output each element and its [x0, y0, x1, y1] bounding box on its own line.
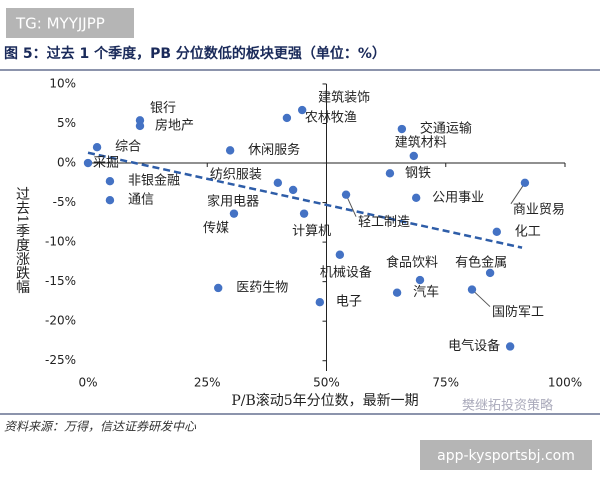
point: [299, 209, 309, 218]
point-label: 非银金融: [128, 173, 180, 189]
point-label: 建筑材料: [395, 134, 447, 150]
x-tick-label: 25%: [194, 376, 221, 390]
point: [467, 285, 477, 294]
point-label: 公用事业: [432, 190, 484, 205]
tag-box: [6, 8, 134, 38]
point-label: 交通运输: [420, 121, 472, 137]
point-label: 采掘: [93, 156, 119, 171]
point: [297, 105, 307, 115]
point-label: 轻工制造: [358, 215, 410, 230]
point: [105, 177, 115, 186]
point: [335, 250, 345, 259]
point-label: 综合: [115, 140, 141, 155]
x-axis-label: P/B滚动5年分位数，最新一期: [231, 392, 418, 409]
point: [229, 209, 239, 218]
point-label: 纺织服装: [210, 167, 262, 182]
point: [505, 342, 515, 351]
point-label: 休闲服务: [248, 142, 300, 158]
y-tick-label: -20%: [45, 314, 76, 328]
point: [485, 268, 495, 278]
tag: TG: MYYJJPP: [15, 15, 105, 33]
y-tick-label: -25%: [45, 353, 76, 367]
y-tick-label: -15%: [45, 274, 76, 288]
footer-url: app-kysportsbj.com: [437, 448, 575, 464]
point: [385, 169, 395, 178]
point-label: 国防军工: [492, 304, 544, 320]
chart-title: 图 5：过去 1 个季度，PB 分位数低的板块更强（单位：%）: [4, 45, 386, 62]
y-tick-label: 5%: [57, 116, 76, 130]
point: [105, 195, 115, 205]
point: [392, 288, 402, 297]
point: [315, 298, 325, 307]
point-label: 传媒: [203, 221, 229, 236]
y-axis-label: 过去1季度涨跌幅: [14, 187, 30, 294]
point: [397, 124, 407, 134]
y-tick-label: 0%: [57, 156, 76, 170]
point-label: 电气设备: [448, 338, 500, 354]
trend-line: [87, 151, 523, 249]
point: [83, 158, 93, 168]
y-tick-label: -5%: [53, 195, 76, 209]
point: [92, 143, 102, 152]
point-label: 家用电器: [207, 193, 259, 209]
point: [282, 113, 292, 123]
point-label: 化工: [515, 224, 541, 239]
point: [273, 178, 283, 187]
x-tick-label: 100%: [548, 376, 582, 390]
point-label: 银行: [150, 101, 176, 116]
footer-box: [420, 440, 592, 470]
point: [415, 275, 425, 285]
point: [341, 190, 351, 199]
x-tick-label: 50%: [313, 376, 340, 390]
source: 资料来源：万得，信达证券研发中心: [4, 420, 197, 434]
y-tick-label: -10%: [45, 235, 76, 249]
point-label: 商业贸易: [513, 202, 565, 217]
point: [520, 178, 530, 187]
point: [409, 151, 418, 161]
point: [411, 193, 421, 203]
point-label: 汽车: [413, 284, 439, 300]
point: [288, 185, 298, 195]
point-label: 食品饮料: [386, 255, 438, 271]
y-tick-label: 10%: [49, 76, 76, 90]
point-label: 计算机: [292, 224, 331, 239]
point-label: 机械设备: [320, 264, 372, 280]
point-label: 建筑装饰: [318, 90, 370, 106]
point-label: 电子: [336, 295, 362, 310]
point-label: 房地产: [155, 117, 194, 133]
point-label: 医药生物: [236, 280, 288, 295]
x-tick-label: 75%: [432, 376, 459, 390]
point-label: 通信: [128, 193, 154, 208]
leader-line: [510, 182, 526, 205]
point-label: 有色金属: [455, 254, 507, 270]
watermark: 樊继拓投资策略: [462, 398, 553, 414]
point: [214, 283, 223, 293]
x-tick-label: 0%: [78, 376, 97, 390]
point: [492, 227, 501, 237]
point-label: 农林牧渔: [305, 110, 357, 125]
point: [135, 121, 145, 131]
point: [225, 146, 235, 155]
point-label: 钢铁: [405, 166, 431, 181]
